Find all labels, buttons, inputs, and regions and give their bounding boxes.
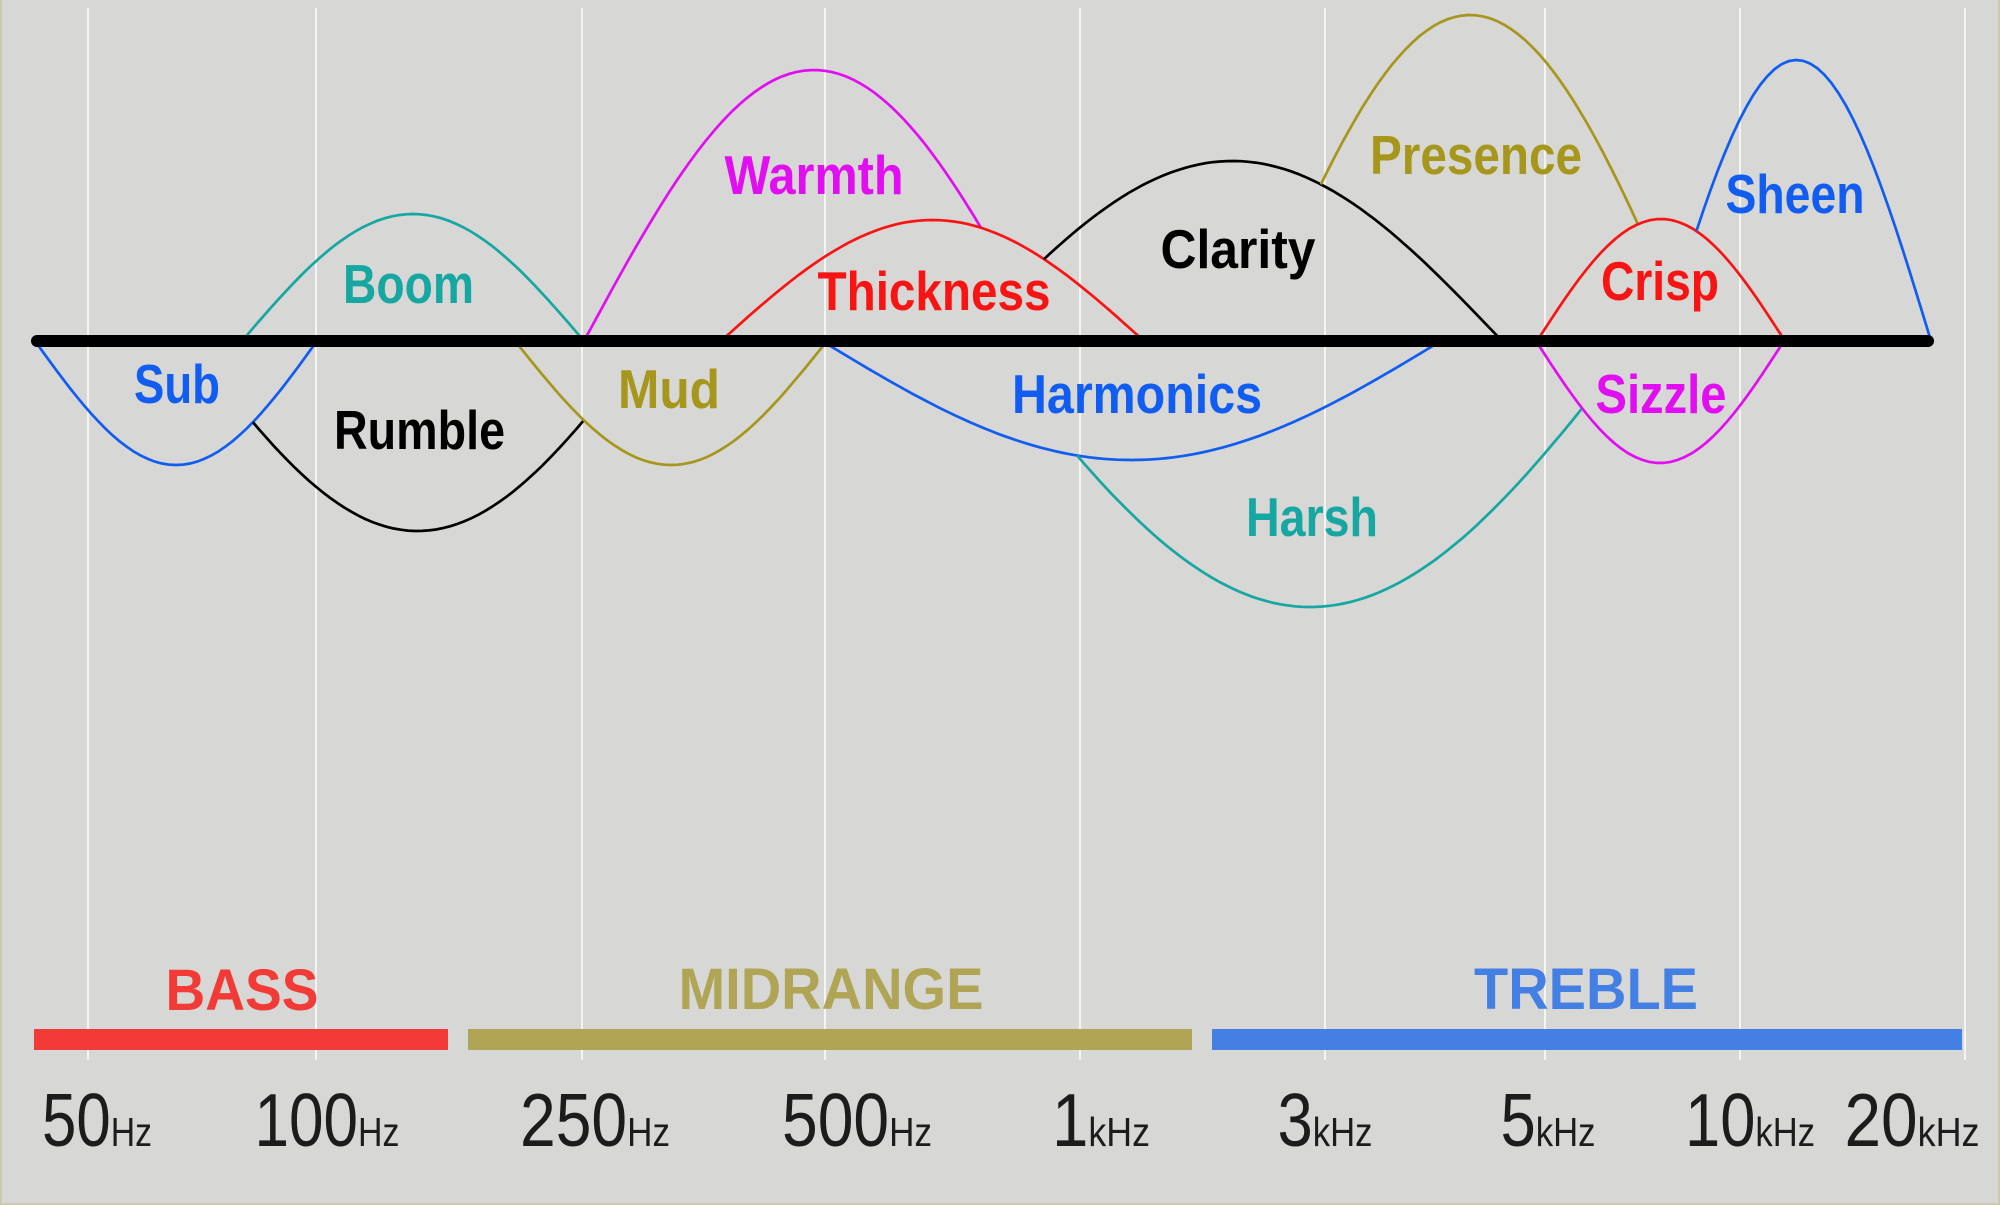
svg-text:Presence: Presence xyxy=(1370,124,1582,186)
svg-text:Sizzle: Sizzle xyxy=(1596,363,1727,425)
svg-text:5kHz: 5kHz xyxy=(1501,1078,1596,1162)
svg-text:Harmonics: Harmonics xyxy=(1012,363,1262,425)
svg-text:50Hz: 50Hz xyxy=(42,1078,152,1162)
svg-text:BASS: BASS xyxy=(166,958,319,1023)
svg-text:500Hz: 500Hz xyxy=(782,1078,932,1162)
svg-text:Sheen: Sheen xyxy=(1726,163,1865,225)
svg-text:250Hz: 250Hz xyxy=(520,1078,670,1162)
svg-text:Warmth: Warmth xyxy=(725,144,904,206)
svg-text:Mud: Mud xyxy=(618,358,720,420)
svg-text:Boom: Boom xyxy=(343,253,474,315)
svg-text:20kHz: 20kHz xyxy=(1845,1078,1980,1162)
svg-text:Thickness: Thickness xyxy=(818,260,1051,322)
svg-text:3kHz: 3kHz xyxy=(1278,1078,1373,1162)
svg-text:Harsh: Harsh xyxy=(1246,486,1378,548)
svg-text:TREBLE: TREBLE xyxy=(1474,957,1698,1022)
svg-text:Rumble: Rumble xyxy=(334,399,505,461)
svg-text:Crisp: Crisp xyxy=(1601,250,1719,312)
svg-text:1kHz: 1kHz xyxy=(1052,1078,1150,1162)
svg-text:10kHz: 10kHz xyxy=(1685,1078,1815,1162)
svg-text:Clarity: Clarity xyxy=(1161,218,1316,280)
svg-text:Sub: Sub xyxy=(134,353,220,415)
svg-text:MIDRANGE: MIDRANGE xyxy=(679,957,984,1022)
svg-text:100Hz: 100Hz xyxy=(255,1078,400,1162)
